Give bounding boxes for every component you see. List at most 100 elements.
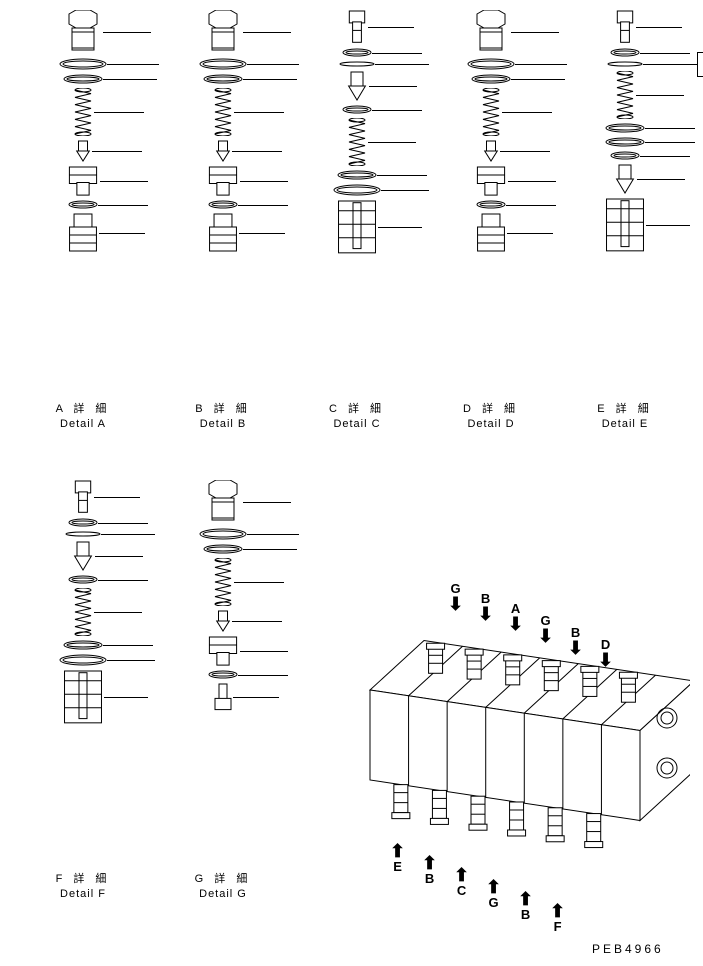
leader-branch-arm (697, 76, 703, 77)
caption-en: Detail B (158, 417, 288, 432)
spring_long-icon (212, 558, 234, 606)
part-oring_small (158, 200, 288, 209)
oring_med-icon (63, 74, 103, 84)
part-oring_small (426, 200, 556, 209)
caption-jp: D 詳 細 (426, 402, 556, 417)
caption-jp: E 詳 細 (560, 402, 690, 417)
part-poppet_small (426, 140, 556, 162)
detail-caption: G 詳 細Detail G (158, 872, 288, 903)
part-spring_long (426, 88, 556, 136)
part-spring_long (560, 71, 690, 119)
leader-line (368, 27, 414, 28)
spring_long-icon (72, 88, 94, 136)
detail-caption: F 詳 細Detail F (18, 872, 148, 903)
oring_small-icon (342, 105, 372, 114)
leader-line (645, 128, 695, 129)
caption-jp: B 詳 細 (158, 402, 288, 417)
valve_seat-icon (206, 636, 240, 666)
poppet_med-icon (613, 164, 637, 194)
leader-line (637, 179, 685, 180)
leader-line (636, 27, 682, 28)
leader-line (372, 110, 422, 111)
leader-line (101, 534, 155, 535)
leader-line (636, 95, 684, 96)
poppet_small-icon (482, 140, 500, 162)
cartridge_body-icon (207, 213, 239, 253)
oring_small-icon (68, 200, 98, 209)
cartridge_lg-icon (336, 200, 378, 254)
part-oring_small (292, 105, 422, 114)
leader-line (99, 233, 145, 234)
oring_med-icon (337, 170, 377, 180)
callout-letter: C (457, 884, 466, 897)
oring_small-icon (610, 151, 640, 160)
caption-en: Detail G (158, 887, 288, 902)
washer_flat-icon (607, 61, 643, 67)
caption-en: Detail A (18, 417, 148, 432)
caption-en: Detail F (18, 887, 148, 902)
part-piston_top (560, 10, 690, 44)
leader-line (240, 181, 288, 182)
part-cartridge_body (158, 213, 288, 253)
detail-column-d: D 詳 細Detail D (426, 10, 556, 433)
leader-line (500, 151, 550, 152)
arrow-up-icon: ⬆ (518, 890, 533, 908)
part-piston_btm (158, 683, 288, 711)
leader-line (239, 233, 285, 234)
part-cartridge_lg (292, 200, 422, 254)
oring_small-icon (476, 200, 506, 209)
assembly-callout-c: C⬆ (454, 866, 469, 897)
part-poppet_med (560, 164, 690, 194)
leader-line (234, 582, 284, 583)
detail-column-f: F 詳 細Detail F (18, 480, 148, 903)
poppet_small-icon (214, 610, 232, 632)
leader-line (103, 645, 153, 646)
washer_flat-icon (339, 61, 375, 67)
detail-caption: D 詳 細Detail D (426, 402, 556, 433)
leader-line (232, 151, 282, 152)
leader-line (247, 534, 299, 535)
leader-line (232, 621, 282, 622)
part-oring_med (292, 170, 422, 180)
leader-line (377, 175, 427, 176)
part-washer_flat (18, 531, 148, 537)
assembly-view: G⬇B⬇A⬇G⬇B⬇D⬇E⬆B⬆C⬆G⬆B⬆F⬆ (330, 570, 690, 930)
oring_small-icon (208, 670, 238, 679)
arrow-up-icon: ⬆ (454, 866, 469, 884)
part-oring_large (292, 184, 422, 196)
parts-stack (158, 10, 288, 390)
cartridge_lg-icon (604, 198, 646, 252)
leader-line (92, 151, 142, 152)
leader-line (240, 651, 288, 652)
leader-line (98, 205, 148, 206)
cartridge_lg-icon (62, 670, 104, 724)
leader-line (645, 142, 695, 143)
part-oring_small (560, 48, 690, 57)
caption-jp: A 詳 細 (18, 402, 148, 417)
oring_large-icon (59, 58, 107, 70)
oring_med-icon (63, 640, 103, 650)
leader-line (511, 79, 565, 80)
caption-en: Detail D (426, 417, 556, 432)
parts-stack (292, 10, 422, 390)
oring_med-icon (605, 123, 645, 133)
detail-column-a: A 詳 細Detail A (18, 10, 148, 433)
part-poppet_small (158, 140, 288, 162)
leader-line (94, 612, 142, 613)
oring_small-icon (208, 200, 238, 209)
part-oring_med (18, 640, 148, 650)
poppet_small-icon (74, 140, 92, 162)
caption-en: Detail E (560, 417, 690, 432)
detail-caption: E 詳 細Detail E (560, 402, 690, 433)
part-oring_small (560, 151, 690, 160)
part-valve_seat (158, 636, 288, 666)
arrow-up-icon: ⬆ (550, 902, 565, 920)
spring_long-icon (614, 71, 636, 119)
callout-letter: E (393, 860, 402, 873)
arrow-up-icon: ⬆ (390, 842, 405, 860)
part-hex_plug_large (426, 10, 556, 54)
leader-line (243, 32, 291, 33)
leader-branch-arm (697, 52, 703, 53)
poppet_med-icon (345, 71, 369, 101)
part-oring_small (18, 200, 148, 209)
